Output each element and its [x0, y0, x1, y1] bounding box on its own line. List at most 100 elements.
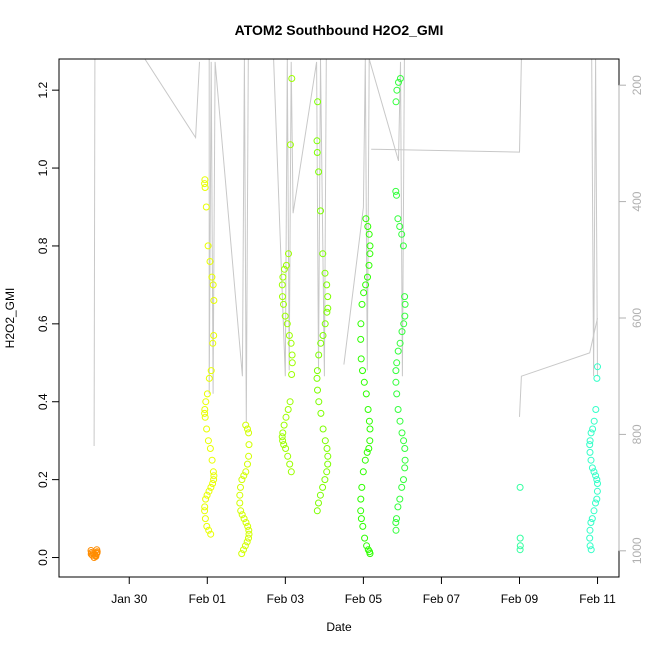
data-point: [590, 507, 598, 515]
x-tick-label: Feb 11: [579, 592, 616, 606]
data-point: [321, 269, 329, 277]
data-point: [201, 176, 209, 184]
data-point: [324, 452, 332, 460]
data-point: [209, 480, 217, 487]
data-point: [245, 526, 253, 534]
data-point: [201, 507, 209, 515]
data-point: [393, 515, 400, 523]
x-tick-label: Jan 30: [111, 592, 147, 606]
data-point: [586, 542, 594, 550]
data-point: [317, 339, 325, 347]
data-point: [587, 519, 595, 526]
data-point: [359, 468, 367, 476]
y-tick-label: 1.2: [36, 81, 50, 98]
data-point: [592, 472, 600, 480]
data-point: [210, 332, 218, 339]
data-point: [364, 546, 372, 554]
data-point: [284, 452, 292, 460]
data-point: [588, 464, 596, 472]
data-point: [313, 149, 321, 156]
data-point: [586, 441, 594, 449]
data-point: [361, 534, 369, 542]
data-point: [206, 258, 214, 265]
data-point: [240, 546, 247, 554]
data-point: [365, 261, 373, 269]
data-point: [279, 437, 287, 445]
y-tick-label: 0.2: [36, 471, 50, 488]
data-point: [287, 468, 295, 476]
data-point: [288, 75, 296, 82]
data-point: [357, 355, 365, 363]
data-point: [288, 359, 296, 367]
data-point: [207, 483, 215, 491]
data-point: [205, 374, 213, 382]
data-point: [363, 542, 371, 550]
data-point: [288, 351, 296, 359]
data-point: [593, 487, 601, 495]
data-point: [364, 406, 372, 413]
data-point: [280, 265, 288, 273]
data-point: [240, 472, 248, 480]
data-point: [363, 448, 371, 456]
y-tick-label: 0.4: [36, 393, 50, 410]
data-point: [238, 511, 246, 519]
data-point: [362, 281, 370, 289]
profile-line-0: [93, 58, 200, 447]
data-point: [392, 367, 400, 375]
data-point: [278, 433, 286, 441]
data-point: [201, 406, 209, 413]
data-point: [319, 425, 327, 433]
data-point: [319, 250, 327, 258]
data-point: [244, 460, 251, 468]
data-point: [210, 472, 218, 480]
data-point: [366, 250, 374, 258]
profile-line-4: [371, 58, 598, 377]
profiles-layer: [93, 58, 598, 447]
data-point: [365, 230, 373, 238]
data-point: [398, 328, 406, 336]
data-point: [516, 546, 524, 554]
data-point: [315, 168, 323, 176]
data-point: [398, 429, 406, 437]
data-point: [209, 339, 217, 347]
data-point: [593, 374, 601, 382]
chart-title: ATOM2 Southbound H2O2_GMI: [235, 22, 444, 38]
data-point: [245, 441, 253, 449]
data-point: [393, 86, 401, 94]
data-point: [396, 339, 404, 347]
data-point: [587, 546, 595, 554]
data-point: [594, 363, 601, 371]
data-point: [401, 293, 409, 301]
data-point: [286, 141, 294, 149]
data-point: [366, 437, 374, 445]
data-point: [204, 242, 212, 250]
data-point: [366, 242, 374, 250]
data-point: [362, 390, 370, 398]
data-point: [586, 448, 594, 456]
data-point: [324, 293, 332, 301]
data-point: [392, 526, 400, 534]
data-point: [315, 499, 322, 507]
data-point: [588, 515, 596, 523]
data-point: [396, 223, 404, 230]
data-point: [202, 398, 210, 406]
data-point: [286, 398, 294, 406]
data-point: [284, 406, 292, 413]
y-tick-label: 0.8: [36, 237, 50, 254]
data-point: [516, 542, 524, 550]
data-point: [357, 507, 365, 515]
data-point: [236, 491, 244, 499]
data-point: [358, 483, 366, 491]
data-point: [395, 78, 402, 86]
x-tick-label: Feb 03: [267, 592, 305, 606]
data-point: [242, 468, 250, 476]
data-point: [365, 417, 373, 425]
data-point: [313, 137, 321, 145]
data-point: [323, 445, 331, 452]
data-point: [393, 359, 401, 367]
data-point: [278, 281, 286, 289]
data-point: [400, 437, 408, 445]
y-tick-label: 1.0: [36, 159, 50, 176]
data-point: [317, 207, 324, 215]
data-point: [242, 421, 250, 429]
